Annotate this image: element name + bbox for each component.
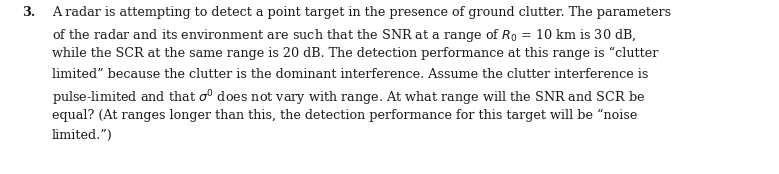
Text: 3.: 3. [22,6,35,19]
Text: while the SCR at the same range is 20 dB. The detection performance at this rang: while the SCR at the same range is 20 dB… [52,47,658,60]
Text: equal? (At ranges longer than this, the detection performance for this target wi: equal? (At ranges longer than this, the … [52,109,637,122]
Text: limited.”): limited.”) [52,129,113,142]
Text: of the radar and its environment are such that the SNR at a range of $R_0$ = 10 : of the radar and its environment are suc… [52,26,636,44]
Text: pulse-limited and that $\sigma^0$ does not vary with range. At what range will t: pulse-limited and that $\sigma^0$ does n… [52,88,645,108]
Text: A radar is attempting to detect a point target in the presence of ground clutter: A radar is attempting to detect a point … [52,6,671,19]
Text: limited” because the clutter is the dominant interference. Assume the clutter in: limited” because the clutter is the domi… [52,68,648,81]
